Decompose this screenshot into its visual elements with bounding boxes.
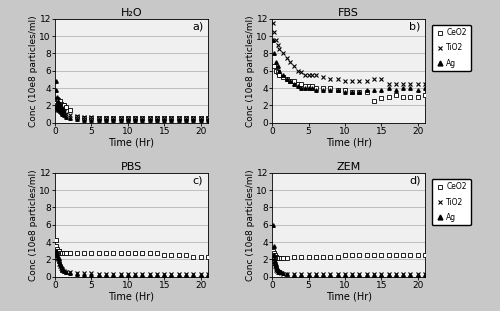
Text: c): c) — [193, 176, 203, 186]
Y-axis label: Conc (10e8 particles/ml): Conc (10e8 particles/ml) — [29, 169, 38, 281]
Text: a): a) — [192, 22, 203, 32]
Legend: CeO2, TiO2, Ag: CeO2, TiO2, Ag — [432, 179, 470, 225]
Title: FBS: FBS — [338, 8, 359, 18]
Y-axis label: Conc (10e8 particles/ml): Conc (10e8 particles/ml) — [246, 15, 255, 127]
X-axis label: Time (Hr): Time (Hr) — [108, 291, 154, 301]
X-axis label: Time (Hr): Time (Hr) — [326, 291, 372, 301]
Y-axis label: Conc (10e8 particles/ml): Conc (10e8 particles/ml) — [246, 169, 255, 281]
Title: ZEM: ZEM — [336, 162, 360, 172]
Legend: CeO2, TiO2, Ag: CeO2, TiO2, Ag — [432, 25, 470, 72]
Title: PBS: PBS — [121, 162, 142, 172]
Y-axis label: Conc (10e8 particles/ml): Conc (10e8 particles/ml) — [29, 15, 38, 127]
Text: b): b) — [409, 22, 420, 32]
X-axis label: Time (Hr): Time (Hr) — [326, 137, 372, 147]
Title: H₂O: H₂O — [120, 8, 142, 18]
X-axis label: Time (Hr): Time (Hr) — [108, 137, 154, 147]
Text: d): d) — [409, 176, 420, 186]
